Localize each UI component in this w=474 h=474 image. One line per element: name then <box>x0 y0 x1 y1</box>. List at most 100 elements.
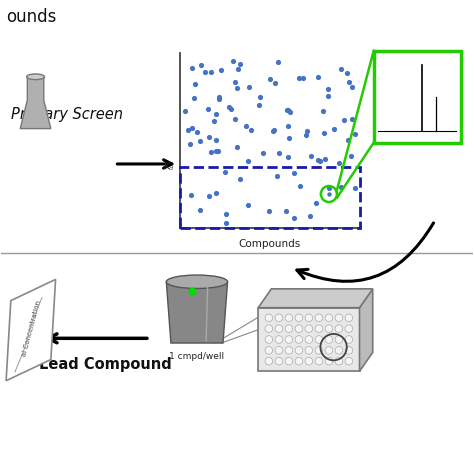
Point <box>285 134 293 142</box>
Bar <box>374 51 461 143</box>
Circle shape <box>275 346 283 354</box>
Circle shape <box>335 314 343 322</box>
Text: ounds: ounds <box>6 9 56 27</box>
Point <box>273 172 281 180</box>
Point <box>212 148 220 155</box>
Circle shape <box>315 325 323 332</box>
Point <box>196 137 203 145</box>
Point <box>284 154 292 161</box>
Point <box>234 65 242 73</box>
Text: $K_d$: $K_d$ <box>163 160 175 173</box>
Point <box>233 85 241 92</box>
Point <box>222 219 229 227</box>
Circle shape <box>325 336 333 343</box>
Point <box>324 92 332 100</box>
Point <box>269 127 277 135</box>
Circle shape <box>345 357 353 365</box>
Circle shape <box>285 325 292 332</box>
Circle shape <box>305 346 313 354</box>
Circle shape <box>325 314 333 322</box>
Point <box>345 136 352 144</box>
Point <box>228 105 235 113</box>
Circle shape <box>295 325 303 332</box>
Point <box>324 86 331 93</box>
Text: Compounds: Compounds <box>239 239 301 249</box>
Point <box>191 94 198 102</box>
Point <box>191 80 199 88</box>
Point <box>265 208 273 215</box>
Point <box>306 212 314 220</box>
Point <box>351 130 359 138</box>
Circle shape <box>265 336 273 343</box>
Point <box>215 93 223 100</box>
Point <box>225 103 233 110</box>
Circle shape <box>265 325 273 332</box>
Point <box>297 182 304 190</box>
Circle shape <box>305 314 313 322</box>
Circle shape <box>325 346 333 354</box>
Polygon shape <box>258 289 373 308</box>
Point <box>337 183 345 191</box>
Point <box>197 62 205 69</box>
Circle shape <box>345 314 353 322</box>
Polygon shape <box>359 289 373 371</box>
Point <box>330 125 338 133</box>
Point <box>182 107 189 115</box>
Circle shape <box>345 325 353 332</box>
Point <box>303 128 310 135</box>
Point <box>284 106 292 114</box>
Point <box>233 143 241 151</box>
Circle shape <box>335 325 343 332</box>
Circle shape <box>285 314 292 322</box>
Text: al Concentration: al Concentration <box>22 300 42 358</box>
Point <box>312 199 320 206</box>
Text: 1 cmpd/well: 1 cmpd/well <box>169 352 225 361</box>
Point <box>186 141 194 148</box>
Point <box>347 152 355 160</box>
Point <box>325 184 332 191</box>
Point <box>274 58 282 66</box>
Point <box>201 68 209 75</box>
Point <box>196 206 204 213</box>
Circle shape <box>305 336 313 343</box>
Point <box>212 110 219 118</box>
Circle shape <box>275 357 283 365</box>
Point <box>244 158 251 165</box>
Point <box>283 106 291 114</box>
Point <box>321 155 329 163</box>
Text: Primary Screen: Primary Screen <box>11 107 123 122</box>
Point <box>236 175 244 183</box>
Point <box>193 128 201 136</box>
Circle shape <box>285 346 292 354</box>
Point <box>215 96 222 103</box>
Point <box>340 116 347 124</box>
Ellipse shape <box>27 74 45 80</box>
Point <box>237 60 244 68</box>
Point <box>335 160 343 167</box>
Point <box>189 287 196 295</box>
Point <box>266 75 273 82</box>
Point <box>290 169 298 177</box>
Bar <box>258 308 359 371</box>
Point <box>337 65 345 73</box>
Circle shape <box>335 346 343 354</box>
Point <box>188 191 195 199</box>
Point <box>213 190 220 197</box>
Circle shape <box>275 314 283 322</box>
Point <box>217 66 225 74</box>
Point <box>314 73 322 81</box>
Point <box>189 64 196 72</box>
Point <box>345 79 353 86</box>
Circle shape <box>295 346 303 354</box>
Point <box>307 153 315 160</box>
Circle shape <box>305 325 313 332</box>
Point <box>348 115 356 123</box>
Point <box>205 134 212 141</box>
Polygon shape <box>20 77 51 128</box>
Point <box>283 207 290 214</box>
Point <box>348 83 356 91</box>
Point <box>242 122 250 129</box>
Point <box>212 136 220 144</box>
Point <box>320 129 328 137</box>
Point <box>314 156 321 164</box>
